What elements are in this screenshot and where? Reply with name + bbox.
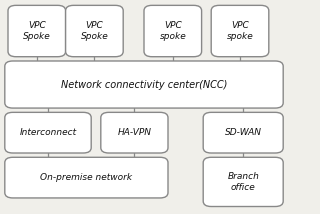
Text: Interconnect: Interconnect bbox=[20, 128, 76, 137]
Text: SD-WAN: SD-WAN bbox=[225, 128, 262, 137]
Text: VPC
Spoke: VPC Spoke bbox=[23, 21, 51, 41]
Text: VPC
Spoke: VPC Spoke bbox=[81, 21, 108, 41]
Text: Branch
office: Branch office bbox=[227, 172, 259, 192]
Text: HA-VPN: HA-VPN bbox=[117, 128, 151, 137]
FancyBboxPatch shape bbox=[5, 112, 91, 153]
FancyBboxPatch shape bbox=[101, 112, 168, 153]
Text: VPC
spoke: VPC spoke bbox=[227, 21, 253, 41]
Text: On-premise network: On-premise network bbox=[40, 173, 132, 182]
Text: Network connectivity center(NCC): Network connectivity center(NCC) bbox=[61, 80, 227, 89]
FancyBboxPatch shape bbox=[8, 5, 66, 57]
FancyBboxPatch shape bbox=[203, 157, 283, 207]
FancyBboxPatch shape bbox=[211, 5, 269, 57]
FancyBboxPatch shape bbox=[203, 112, 283, 153]
FancyBboxPatch shape bbox=[5, 61, 283, 108]
FancyBboxPatch shape bbox=[5, 157, 168, 198]
FancyBboxPatch shape bbox=[66, 5, 123, 57]
FancyBboxPatch shape bbox=[144, 5, 202, 57]
Text: VPC
spoke: VPC spoke bbox=[159, 21, 186, 41]
